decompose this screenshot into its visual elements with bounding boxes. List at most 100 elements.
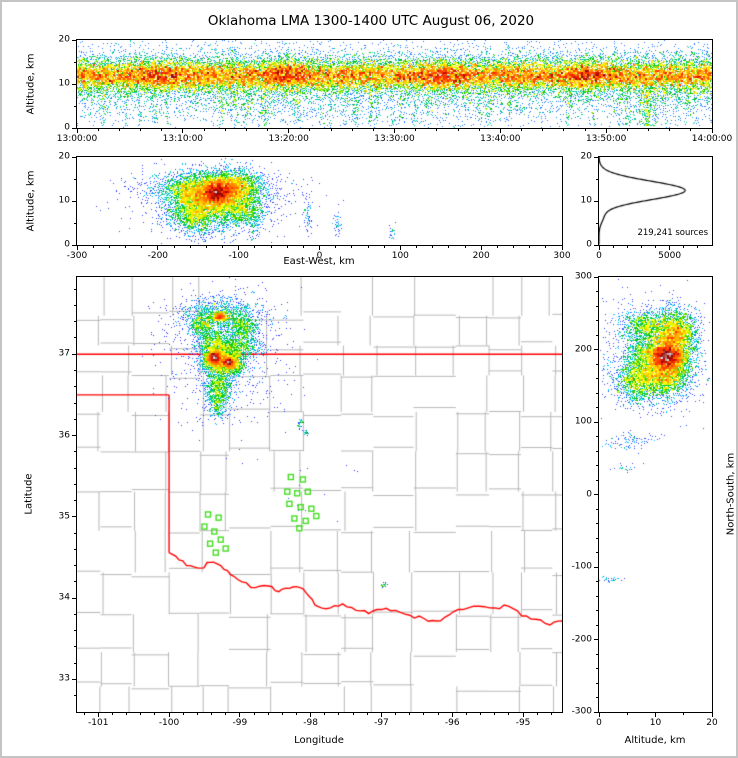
tick-mark [594, 421, 598, 423]
tick-mark [522, 713, 524, 717]
tick-label: -101 [88, 718, 109, 728]
tick-mark [478, 129, 480, 131]
tick-mark [310, 713, 312, 717]
tick-label: 13:00:00 [56, 134, 98, 144]
tick-label: -200 [571, 634, 592, 644]
tick-label: 36 [58, 430, 70, 441]
tick-mark [253, 713, 255, 715]
tick-mark [74, 304, 76, 306]
tick-mark [108, 246, 110, 248]
tick-mark [596, 653, 598, 655]
tick-mark [74, 548, 76, 550]
tick-mark [351, 129, 353, 131]
time-height-canvas [77, 40, 712, 128]
tick-label: 100 [391, 251, 409, 261]
tick-mark [457, 129, 459, 131]
tick-mark [74, 222, 76, 224]
tick-mark [76, 129, 78, 133]
tick-mark [74, 178, 76, 180]
tick-mark [74, 613, 76, 615]
tick-mark [697, 246, 699, 248]
tick-mark [594, 566, 598, 568]
tick-mark [309, 129, 311, 131]
tick-mark [83, 713, 85, 715]
tick-label: 0 [596, 718, 602, 728]
tick-mark [182, 129, 184, 133]
tick-mark [161, 129, 163, 131]
tick-mark [596, 178, 598, 180]
tick-mark [97, 129, 99, 131]
tick-mark [545, 246, 547, 248]
tick-mark [366, 713, 368, 715]
tick-mark [711, 713, 713, 717]
ew-panel-xlabel: East-West, km [283, 256, 355, 267]
tick-mark [182, 713, 184, 715]
tick-mark [394, 129, 395, 133]
tick-label: 14:00:00 [691, 134, 733, 144]
tick-label: 13:20:00 [268, 134, 309, 144]
tick-mark [399, 246, 401, 250]
tick-mark [521, 129, 522, 131]
source-count-annotation: 219,241 sources [637, 228, 708, 238]
tick-mark [245, 129, 247, 131]
tick-mark [118, 129, 120, 131]
tick-mark [437, 713, 439, 715]
tick-mark [596, 552, 598, 553]
tick-mark [409, 713, 411, 715]
tick-mark [542, 129, 544, 131]
tick-mark [203, 129, 205, 131]
tick-mark [596, 581, 598, 582]
tick-mark [550, 713, 552, 715]
tick-mark [596, 392, 598, 394]
tick-label: -96 [444, 718, 460, 728]
tick-label: 10 [649, 718, 662, 728]
tick-label: 35 [58, 511, 70, 522]
tick-mark [367, 246, 369, 248]
tick-mark [448, 246, 450, 248]
tick-mark [596, 291, 598, 292]
tick-mark [536, 713, 538, 715]
north-south-altitude-panel [598, 276, 713, 713]
tick-mark [267, 713, 269, 715]
tick-mark [561, 246, 563, 250]
tick-mark [168, 713, 170, 717]
tick-mark [72, 353, 76, 355]
tick-mark [494, 713, 496, 715]
tick-mark [140, 129, 141, 131]
tick-mark [605, 129, 607, 133]
tick-mark [74, 105, 76, 107]
tick-label: 0 [586, 239, 592, 250]
tick-label: -100 [228, 251, 249, 261]
tick-label: 100 [574, 416, 592, 427]
tick-mark [596, 624, 598, 626]
tick-mark [596, 378, 598, 379]
tick-mark [72, 244, 76, 246]
tick-mark [72, 39, 76, 41]
tick-mark [72, 597, 76, 599]
tick-mark [74, 386, 76, 388]
tick-mark [648, 129, 649, 131]
tick-mark [125, 246, 126, 248]
tick-mark [224, 129, 226, 131]
tick-label: 20 [58, 34, 70, 45]
tick-mark [74, 532, 76, 534]
tick-mark [74, 451, 76, 453]
tick-label: -100 [571, 561, 592, 572]
tick-mark [74, 581, 76, 583]
tick-mark [596, 450, 598, 452]
tick-mark [372, 129, 374, 131]
tick-mark [74, 646, 76, 648]
tick-label: 0 [586, 489, 592, 499]
tick-mark [335, 246, 337, 248]
tick-mark [126, 713, 128, 715]
tick-mark [76, 246, 78, 250]
tick-label: 20 [58, 151, 70, 162]
map-xlabel: Longitude [294, 735, 344, 746]
tick-mark [74, 695, 76, 697]
tick-mark [239, 713, 241, 717]
tick-mark [626, 129, 628, 131]
tick-mark [416, 246, 417, 248]
tick-mark [596, 479, 598, 481]
tick-label: 300 [553, 251, 571, 261]
tick-mark [74, 662, 76, 664]
